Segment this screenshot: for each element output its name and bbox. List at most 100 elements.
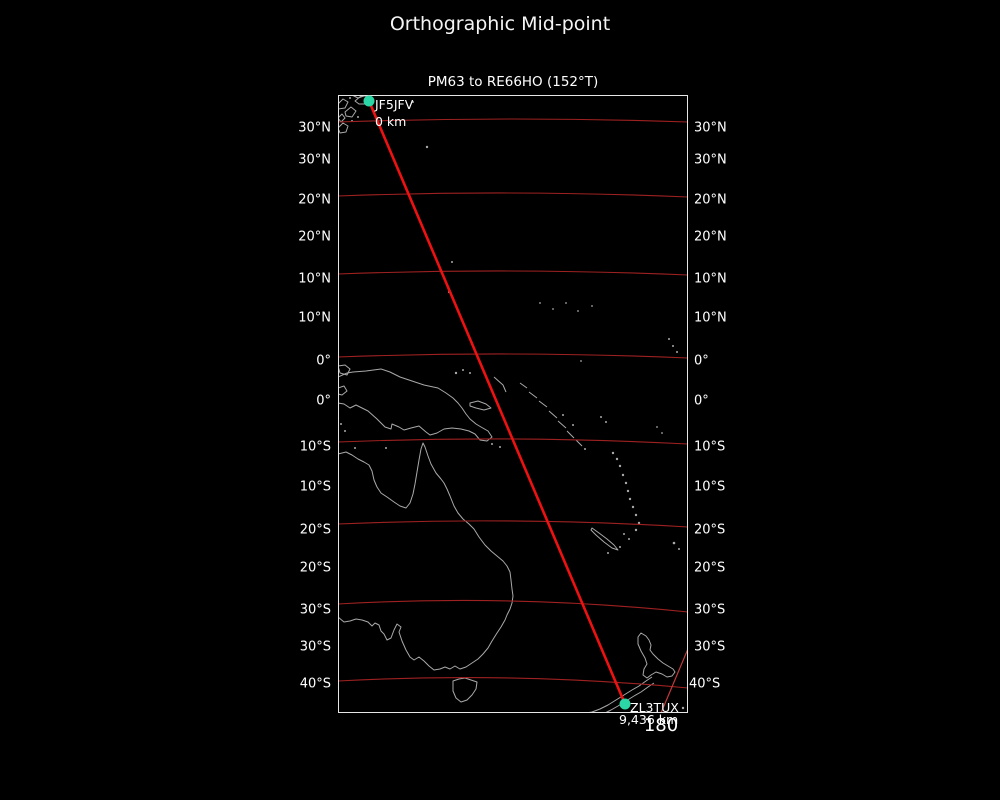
lat-label-left: 0°: [316, 354, 331, 369]
island-dot: [615, 457, 619, 461]
lat-label-left: 20°S: [300, 561, 331, 576]
coastline: [519, 382, 583, 447]
coastline: [637, 632, 676, 679]
island-dot: [562, 414, 564, 416]
figure-title: Orthographic Mid-point: [389, 13, 611, 35]
latitude-gridline-10N: [338, 270, 688, 276]
island-dot: [621, 473, 625, 477]
lat-label-right: 30°N: [694, 153, 727, 168]
lat-label-right: 20°N: [694, 230, 727, 245]
latitude-gridline-30N: [338, 118, 688, 123]
lat-label-left: 30°N: [298, 121, 331, 136]
island-dot: [672, 541, 676, 545]
lat-label-left: 20°N: [298, 193, 331, 208]
island-dot: [577, 310, 579, 312]
coastline: [338, 122, 349, 134]
lat-label-left: 10°N: [298, 311, 331, 326]
latitude-gridline-40S: [338, 676, 688, 689]
island-dot: [462, 369, 464, 371]
coastline: [469, 400, 492, 411]
island-dot: [611, 451, 615, 455]
island-dot: [607, 552, 609, 554]
island-dot: [469, 372, 471, 374]
island-dot: [580, 360, 582, 362]
lat-label-right: 0°: [694, 394, 709, 409]
island-dot: [454, 371, 458, 375]
lat-label-left: 10°S: [300, 440, 331, 455]
lat-label-right: 40°S: [689, 677, 720, 692]
lat-label-right: 20°S: [694, 561, 725, 576]
lat-label-left: 0°: [316, 394, 331, 409]
map-subtitle: PM63 to RE66HO (152°T): [427, 74, 599, 90]
latitude-gridline-0: [338, 353, 688, 359]
island-dot: [499, 446, 501, 448]
coastline: [590, 527, 619, 551]
island-dot: [451, 261, 453, 263]
island-dot: [619, 546, 621, 548]
island-dot: [628, 538, 630, 540]
lon-label-180: 180: [644, 715, 678, 736]
coastline: [338, 442, 514, 671]
lat-label-left: 20°S: [300, 523, 331, 538]
lat-label-left: 40°S: [300, 677, 331, 692]
island-dot: [656, 426, 658, 428]
island-dot: [661, 432, 663, 434]
island-dot: [425, 145, 429, 149]
island-dot: [340, 423, 342, 425]
island-dot: [349, 97, 351, 99]
lat-label-left: 10°S: [300, 480, 331, 495]
coastline: [344, 106, 357, 118]
coastline: [452, 677, 478, 703]
island-dot: [600, 416, 602, 418]
lat-label-right: 10°N: [694, 272, 727, 287]
island-dot: [676, 351, 678, 353]
island-dot: [385, 447, 387, 449]
coastline: [338, 113, 346, 123]
island-dot: [552, 308, 554, 310]
island-dot: [572, 424, 574, 426]
island-dot: [539, 302, 541, 304]
latitude-gridline-20N: [338, 192, 688, 198]
lat-label-left: 30°S: [300, 640, 331, 655]
lat-label-right: 0°: [694, 354, 709, 369]
map-layers: [338, 95, 688, 713]
lat-label-right: 10°S: [694, 480, 725, 495]
island-dot: [605, 421, 607, 423]
island-dot: [628, 497, 632, 501]
callsign-label-ZL3TUX: ZL3TUX: [630, 700, 679, 715]
island-dot: [668, 338, 670, 340]
island-dot: [624, 481, 628, 485]
coastline: [338, 385, 348, 396]
lat-label-right: 10°S: [694, 440, 725, 455]
island-dot: [672, 345, 674, 347]
island-dot: [354, 447, 356, 449]
lat-label-left: 30°N: [298, 153, 331, 168]
island-dot: [618, 464, 622, 468]
station-marker-ZL3TUX: [619, 698, 631, 710]
island-dot: [637, 521, 641, 525]
island-dot: [591, 305, 593, 307]
lat-label-left: 30°S: [300, 603, 331, 618]
island-dot: [412, 101, 414, 103]
lat-label-right: 30°S: [694, 640, 725, 655]
latitude-gridline-20S: [338, 520, 688, 528]
lat-label-right: 30°S: [694, 603, 725, 618]
island-dot: [681, 706, 685, 710]
island-dot: [631, 505, 635, 509]
lat-label-left: 20°N: [298, 230, 331, 245]
island-dot: [623, 533, 625, 535]
station-marker-JF5JFV: [363, 95, 375, 107]
lat-label-left: 10°N: [298, 272, 331, 287]
island-dot: [634, 513, 638, 517]
coastline: [493, 376, 507, 393]
coastline: [338, 364, 351, 376]
lat-label-right: 10°N: [694, 311, 727, 326]
island-dot: [357, 116, 359, 118]
island-dot: [344, 430, 346, 432]
meridian-gridline-180: [660, 647, 688, 713]
lat-label-right: 30°N: [694, 121, 727, 136]
island-dot: [626, 489, 630, 493]
island-dot: [678, 548, 680, 550]
